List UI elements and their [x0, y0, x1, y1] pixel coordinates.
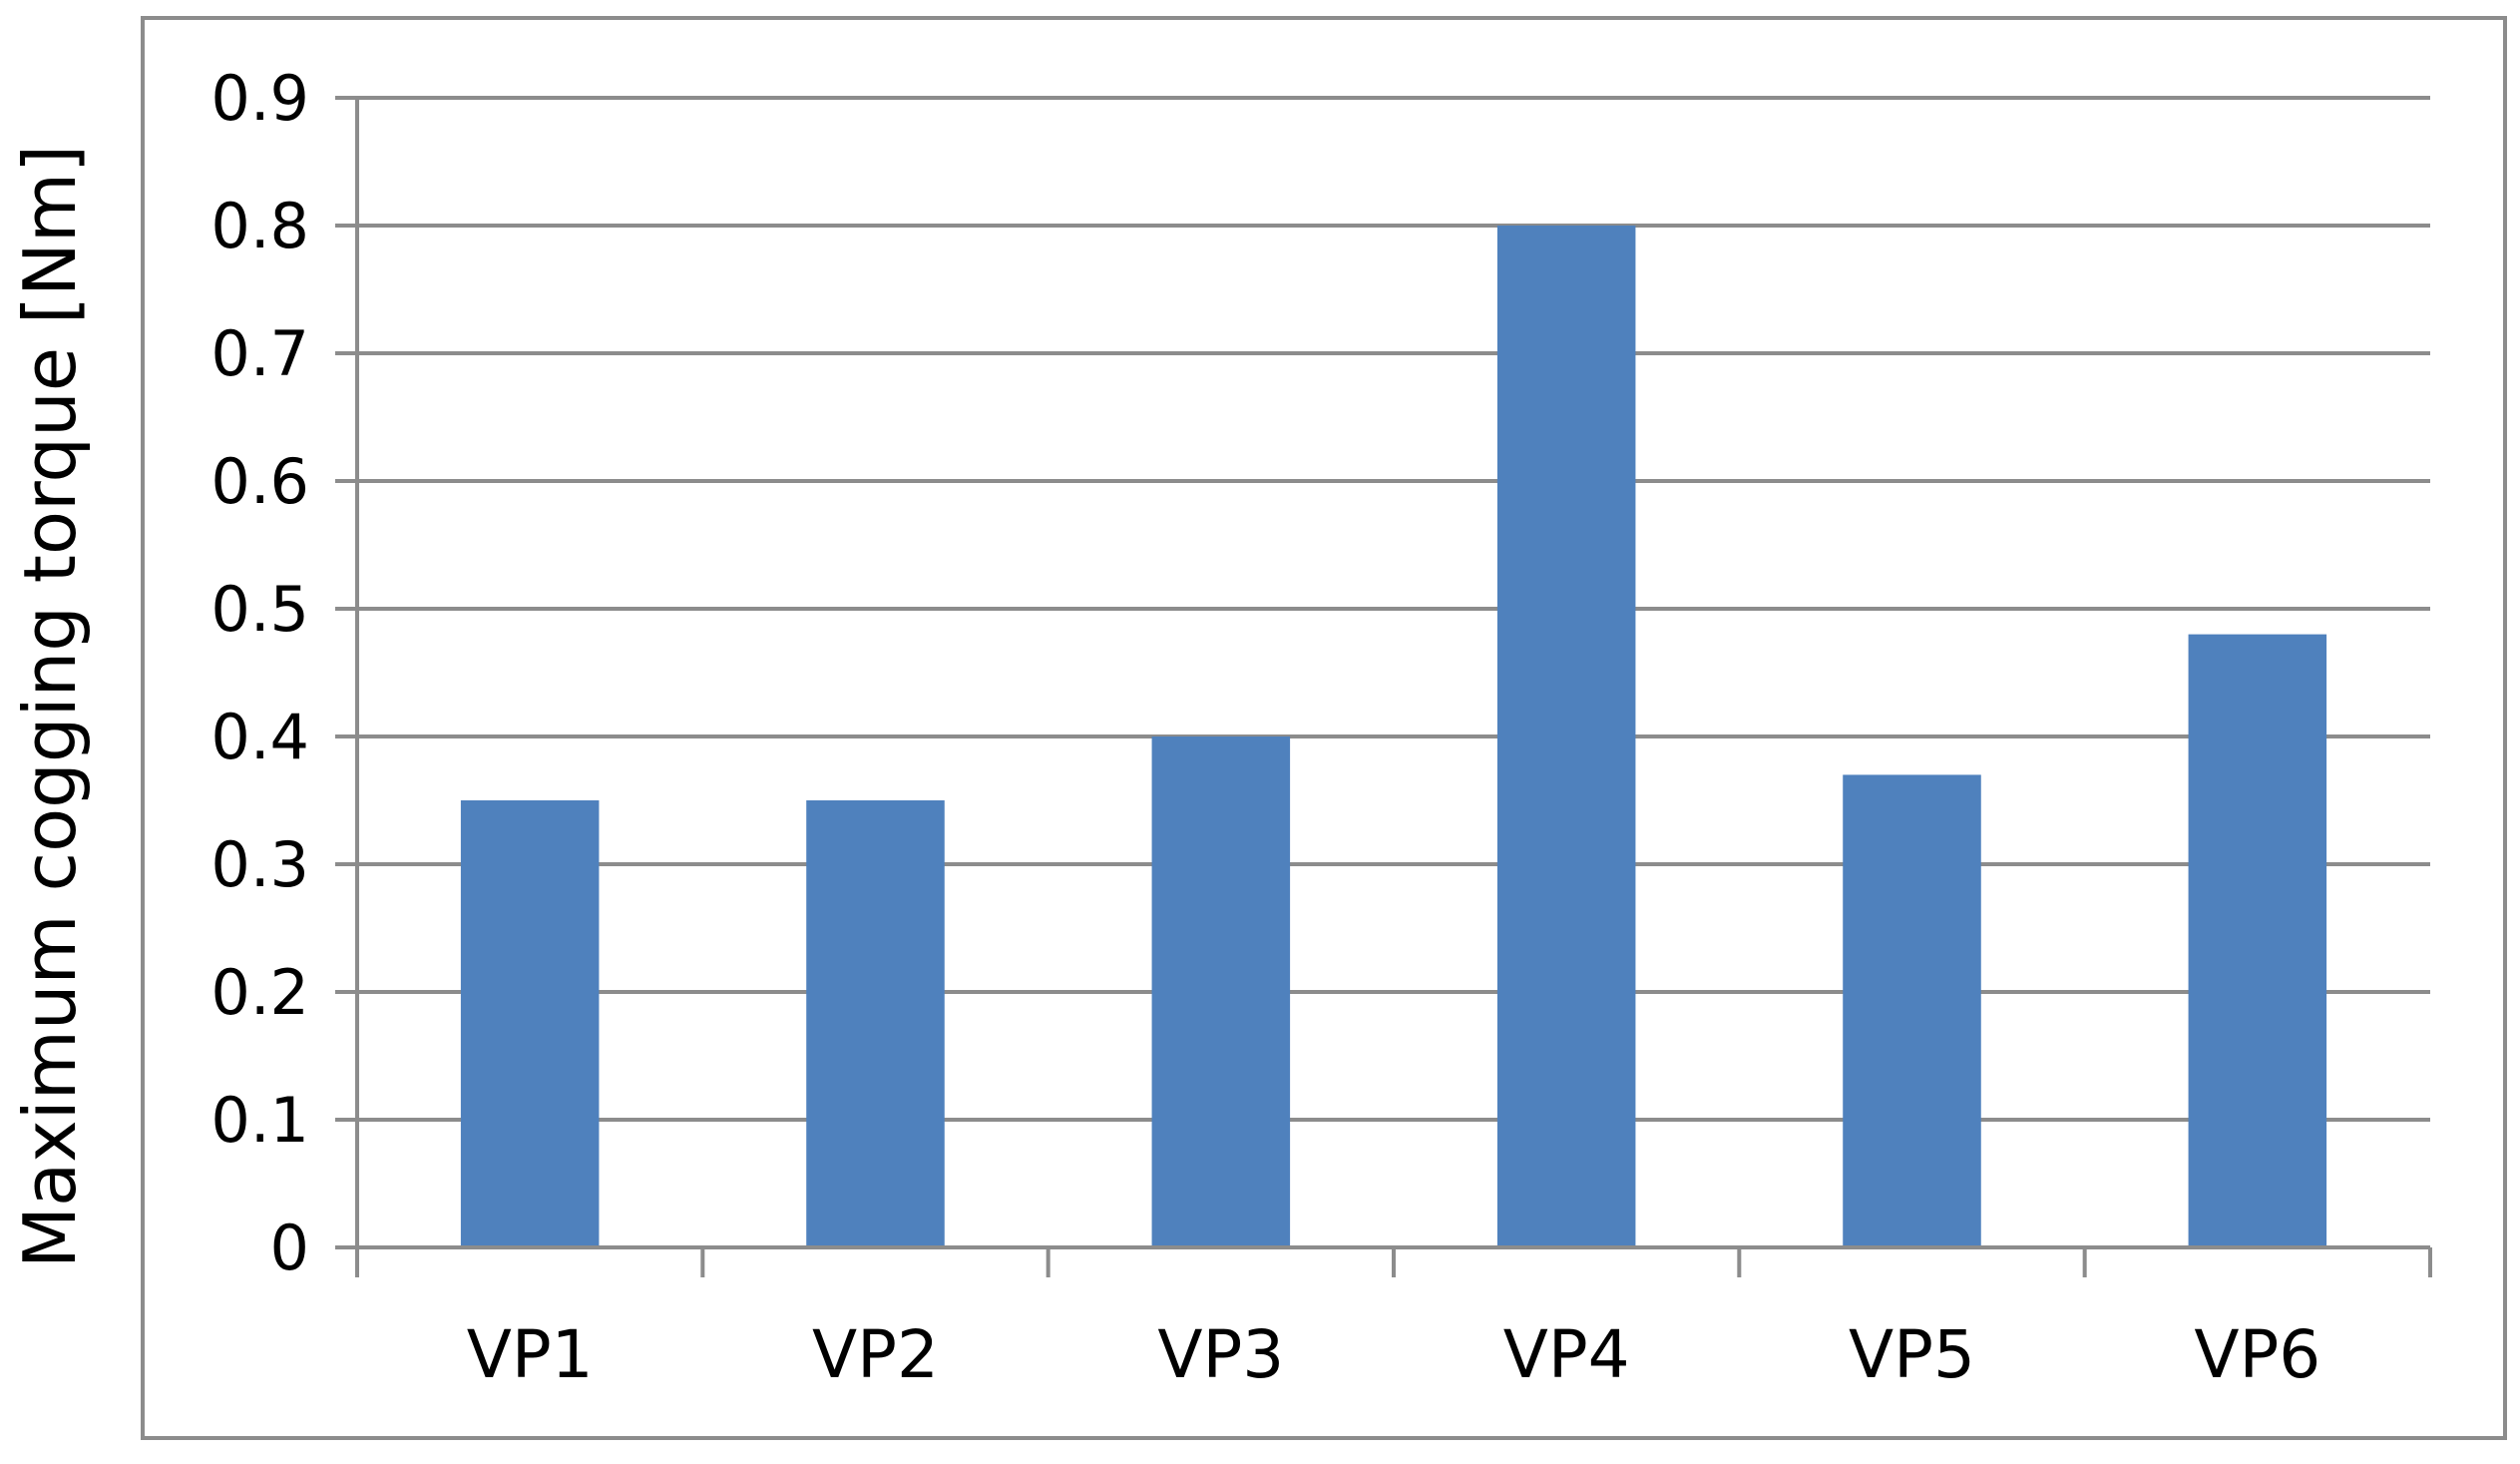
- y-tick-label: 0.5: [210, 573, 309, 646]
- bar-vp4: [1496, 226, 1636, 1247]
- bar-vp1: [460, 800, 600, 1247]
- bar-vp5: [1843, 774, 1981, 1247]
- y-tick-label: 0.4: [210, 701, 309, 773]
- y-tick-label: 0.3: [210, 828, 309, 901]
- y-tick-label: 0.9: [210, 62, 309, 135]
- y-tick-label: 0.1: [210, 1084, 309, 1157]
- bar-vp2: [806, 800, 945, 1247]
- x-category-label: VP1: [467, 1316, 594, 1393]
- y-tick-label: 0.7: [210, 317, 309, 390]
- y-axis-title: Maximum cogging torque [Nm]: [8, 145, 92, 1268]
- gridlines: [357, 96, 2430, 1122]
- axes: [335, 96, 2432, 1277]
- x-category-label: VP3: [1157, 1316, 1284, 1393]
- x-category-labels: VP1 VP2 VP3 VP4 VP5 VP6: [467, 1316, 2321, 1393]
- y-tick-label: 0.6: [210, 445, 309, 518]
- bar-vp3: [1151, 736, 1291, 1247]
- x-category-label: VP5: [1849, 1316, 1975, 1393]
- x-category-label: VP6: [2194, 1316, 2320, 1393]
- x-category-label: VP4: [1503, 1316, 1630, 1393]
- bar-vp6: [2188, 634, 2327, 1247]
- bars: [460, 226, 2327, 1247]
- y-tick-label: 0.8: [210, 190, 309, 262]
- y-tick-label: 0.2: [210, 956, 309, 1029]
- y-tick-label: 0: [270, 1212, 309, 1284]
- x-category-label: VP2: [812, 1316, 939, 1393]
- y-tick-labels: 0 0.1 0.2 0.3 0.4 0.5 0.6 0.7 0.8 0.9: [210, 62, 309, 1284]
